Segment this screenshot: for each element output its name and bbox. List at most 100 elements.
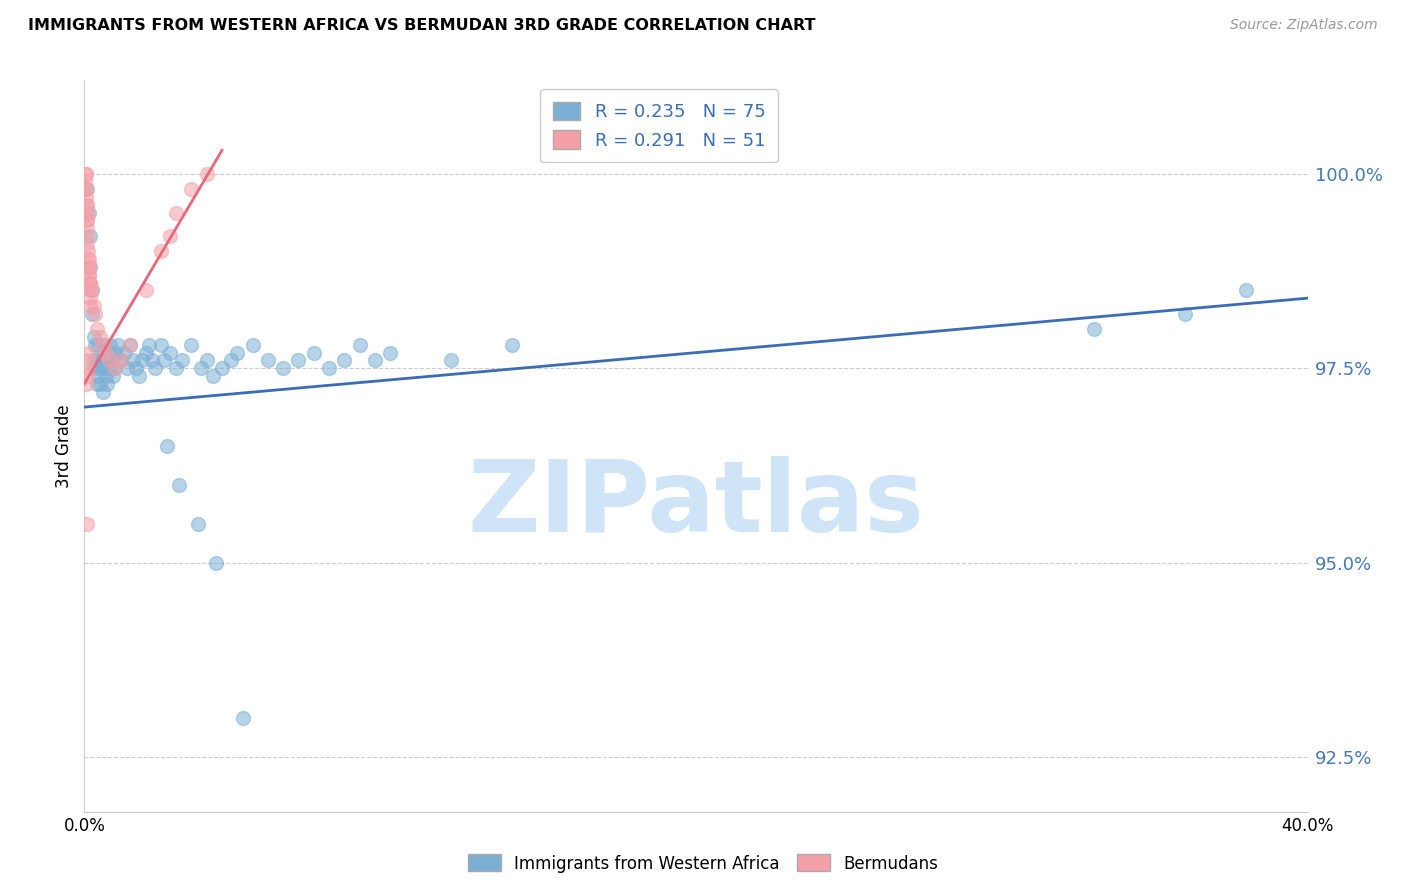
Point bbox=[91, 384, 114, 399]
Point bbox=[104, 361, 127, 376]
Point bbox=[104, 361, 127, 376]
Point bbox=[125, 361, 148, 376]
Point bbox=[107, 338, 129, 352]
Point bbox=[79, 299, 101, 313]
Point bbox=[77, 252, 100, 267]
Point bbox=[75, 167, 97, 181]
Point bbox=[153, 353, 176, 368]
Point bbox=[167, 478, 190, 492]
Point bbox=[349, 338, 371, 352]
Point bbox=[165, 205, 187, 219]
Point bbox=[75, 182, 97, 196]
Point bbox=[75, 167, 97, 181]
Point bbox=[75, 190, 97, 204]
Point bbox=[149, 338, 172, 352]
Point bbox=[79, 291, 101, 305]
Point bbox=[156, 439, 179, 453]
Point bbox=[84, 338, 107, 352]
Point bbox=[76, 368, 98, 383]
Y-axis label: 3rd Grade: 3rd Grade bbox=[55, 404, 73, 488]
Point bbox=[128, 368, 150, 383]
Point bbox=[84, 361, 107, 376]
Point bbox=[79, 276, 101, 290]
Point bbox=[76, 205, 98, 219]
Point bbox=[180, 182, 202, 196]
Point bbox=[242, 338, 264, 352]
Point bbox=[89, 376, 111, 391]
Point bbox=[79, 228, 101, 243]
Point bbox=[77, 353, 100, 368]
Point bbox=[112, 345, 135, 359]
Point bbox=[141, 353, 163, 368]
Point bbox=[87, 368, 110, 383]
Point bbox=[77, 268, 100, 282]
Text: ZIPatlas: ZIPatlas bbox=[468, 456, 924, 553]
Point bbox=[101, 353, 124, 368]
Point bbox=[89, 330, 111, 344]
Point bbox=[143, 361, 166, 376]
Point bbox=[86, 322, 108, 336]
Point bbox=[77, 268, 100, 282]
Point bbox=[84, 307, 107, 321]
Point bbox=[76, 221, 98, 235]
Point bbox=[91, 361, 114, 376]
Point bbox=[73, 174, 96, 188]
Point bbox=[180, 338, 202, 352]
Point bbox=[232, 711, 254, 725]
Point bbox=[1174, 307, 1197, 321]
Point bbox=[94, 345, 117, 359]
Point bbox=[79, 276, 101, 290]
Point bbox=[87, 338, 110, 352]
Point bbox=[302, 345, 325, 359]
Point bbox=[190, 361, 212, 376]
Point bbox=[219, 353, 242, 368]
Point bbox=[79, 284, 101, 298]
Point bbox=[165, 361, 187, 376]
Point bbox=[380, 345, 402, 359]
Point bbox=[86, 353, 108, 368]
Point bbox=[226, 345, 249, 359]
Point bbox=[120, 338, 142, 352]
Point bbox=[1236, 284, 1258, 298]
Point bbox=[76, 244, 98, 259]
Point bbox=[205, 556, 228, 570]
Point bbox=[76, 236, 98, 251]
Point bbox=[80, 284, 103, 298]
Point bbox=[122, 353, 145, 368]
Point bbox=[104, 345, 127, 359]
Point bbox=[201, 368, 224, 383]
Point bbox=[364, 353, 387, 368]
Point bbox=[76, 516, 98, 531]
Point bbox=[76, 182, 98, 196]
Point bbox=[75, 376, 97, 391]
Point bbox=[97, 361, 120, 376]
Point bbox=[186, 516, 208, 531]
Point bbox=[138, 338, 160, 352]
Point bbox=[195, 353, 218, 368]
Point bbox=[502, 338, 524, 352]
Text: Source: ZipAtlas.com: Source: ZipAtlas.com bbox=[1230, 18, 1378, 32]
Point bbox=[83, 353, 105, 368]
Point bbox=[77, 252, 100, 267]
Point bbox=[80, 307, 103, 321]
Point bbox=[91, 338, 114, 352]
Point bbox=[77, 260, 100, 274]
Point bbox=[271, 361, 294, 376]
Point bbox=[76, 361, 98, 376]
Legend: R = 0.235   N = 75, R = 0.291   N = 51: R = 0.235 N = 75, R = 0.291 N = 51 bbox=[540, 89, 778, 162]
Point bbox=[76, 228, 98, 243]
Point bbox=[94, 353, 117, 368]
Point bbox=[131, 353, 153, 368]
Point bbox=[120, 338, 142, 352]
Point bbox=[76, 213, 98, 227]
Point bbox=[80, 284, 103, 298]
Point bbox=[76, 198, 98, 212]
Point bbox=[172, 353, 194, 368]
Point bbox=[90, 353, 112, 368]
Point bbox=[93, 338, 115, 352]
Point bbox=[333, 353, 356, 368]
Point bbox=[149, 244, 172, 259]
Point bbox=[97, 353, 120, 368]
Point bbox=[77, 205, 100, 219]
Point bbox=[257, 353, 280, 368]
